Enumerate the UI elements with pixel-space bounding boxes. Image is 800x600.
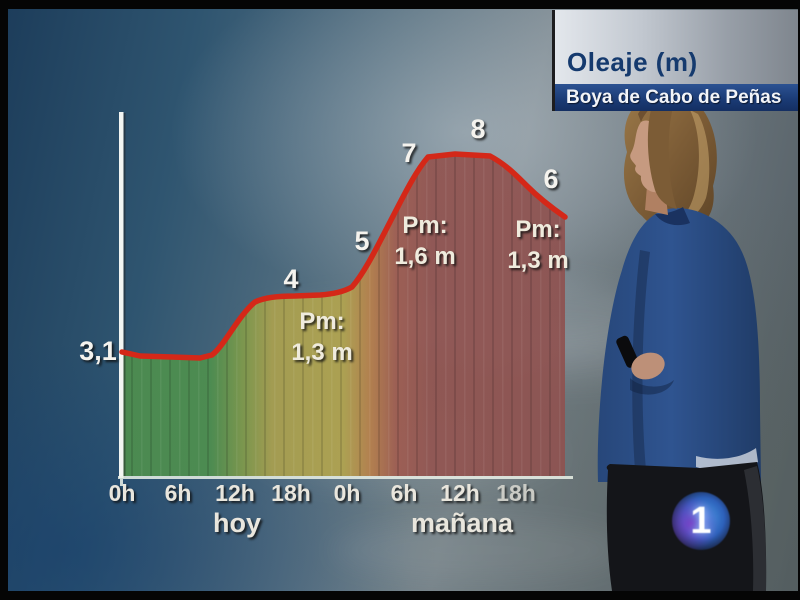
- remote-control: [616, 335, 639, 368]
- channel-logo-number: 1: [690, 499, 712, 542]
- pm-value: 1,6 m: [394, 243, 456, 270]
- chart-title: Oleaje (m): [567, 47, 698, 77]
- day-label-manana: mañana: [410, 508, 514, 538]
- pm-value: 1,3 m: [291, 339, 353, 366]
- x-tick-12h-man: 12h: [440, 480, 480, 506]
- pm-prefix: Pm:: [402, 212, 448, 239]
- x-tick-0h-man: 0h: [333, 480, 361, 506]
- letterbox-bottom: [0, 591, 800, 600]
- y-axis-line: [123, 113, 126, 478]
- value-label-7: 7: [401, 138, 417, 168]
- value-label-8: 8: [470, 114, 486, 144]
- x-tick-6h-man: 6h: [390, 480, 418, 506]
- day-label-hoy: hoy: [212, 508, 261, 538]
- pm-prefix: Pm:: [515, 216, 561, 243]
- letterbox-right: [798, 0, 800, 600]
- letterbox-left: [0, 0, 8, 600]
- value-label-start: 3,1: [79, 336, 117, 366]
- x-axis-tick: [120, 479, 123, 486]
- x-tick-12h-hoy: 12h: [215, 480, 255, 506]
- value-label-6: 6: [543, 164, 559, 194]
- x-tick-18h-hoy: 18h: [271, 480, 311, 506]
- presenter-shirt: [597, 208, 761, 483]
- value-label-4: 4: [283, 264, 299, 294]
- presenter-skirt-highlight: [744, 466, 767, 591]
- x-tick-0h-hoy: 0h: [108, 480, 136, 506]
- wave-line: [119, 151, 568, 361]
- presenter-collar: [655, 207, 690, 226]
- value-label-5: 5: [354, 226, 370, 256]
- presenter-hair-front: [647, 98, 677, 209]
- x-tick-6h-hoy: 6h: [164, 480, 192, 506]
- x-tick-18h-man: 18h: [496, 480, 536, 506]
- chart-subtitle-box: Boya de Cabo de Peñas: [552, 84, 800, 111]
- pm-annotation-manana-2: Pm: 1,3 m: [495, 214, 581, 276]
- x-axis-line: [118, 476, 573, 479]
- cloud-texture: [330, 520, 630, 580]
- pm-prefix: Pm:: [299, 308, 345, 335]
- chart-title-box: Oleaje (m): [552, 10, 800, 84]
- presenter-sleeve: [630, 378, 674, 395]
- channel-logo: 1: [672, 492, 730, 550]
- buoy-location-label: Boya de Cabo de Peñas: [566, 86, 782, 108]
- presenter-hand: [631, 352, 665, 380]
- pm-annotation-hoy: Pm: 1,3 m: [278, 306, 366, 368]
- letterbox-top: [0, 0, 800, 9]
- pm-annotation-manana-1: Pm: 1,6 m: [384, 210, 466, 272]
- pm-value: 1,3 m: [507, 247, 569, 274]
- y-axis-line: [119, 112, 124, 478]
- presenter-hair-highlight: [672, 110, 710, 226]
